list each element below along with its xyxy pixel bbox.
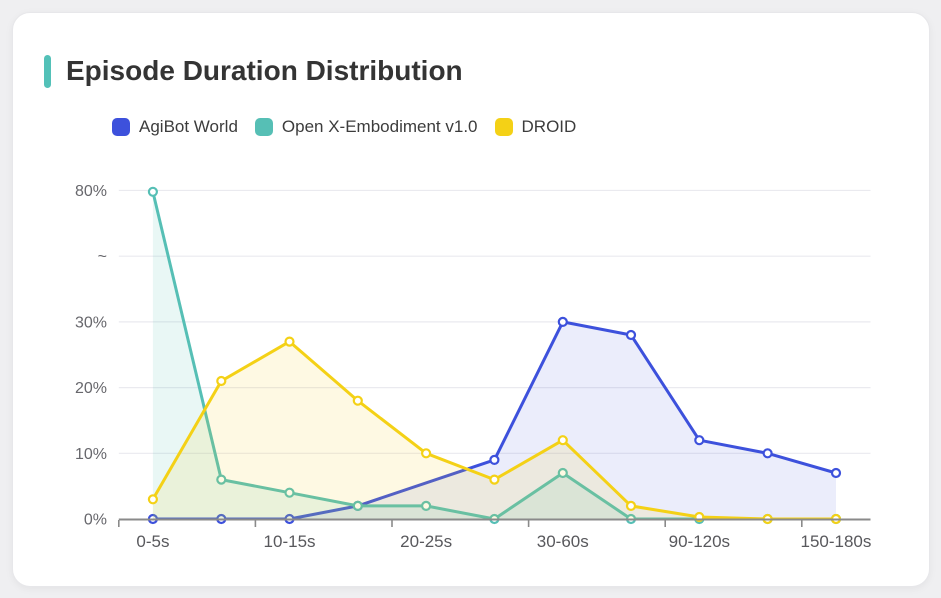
data-point-open-x-embodiment-v1-0-2[interactable] — [284, 487, 295, 498]
x-tick-label: 0-5s — [136, 532, 169, 551]
y-tick-label: ~ — [98, 249, 107, 266]
y-tick-label: 80% — [75, 183, 107, 200]
y-tick-label: 20% — [75, 380, 107, 397]
legend-item-droid[interactable]: DROID — [494, 117, 577, 136]
x-axis-labels: 0-5s 10-15s 20-25s 30-60s 90-120s 150-180s — [136, 532, 871, 551]
data-point-open-x-embodiment-v1-0-1[interactable] — [216, 474, 227, 485]
legend-item-label: Open X-Embodiment v1.0 — [281, 117, 478, 136]
legend-item-label: AgiBot World — [139, 117, 238, 136]
data-point-droid-1[interactable] — [216, 375, 227, 387]
data-point-open-x-embodiment-v1-0-6[interactable] — [557, 467, 568, 479]
data-point-open-x-embodiment-v1-0-4[interactable] — [421, 500, 432, 511]
data-point-open-x-embodiment-v1-0-3[interactable] — [352, 500, 363, 511]
data-point-droid-2[interactable] — [284, 336, 295, 347]
chart-card — [12, 12, 930, 587]
data-point-agibot-world-6[interactable] — [557, 316, 568, 327]
y-tick-label: 30% — [75, 314, 107, 331]
y-tick-label: 0% — [84, 512, 107, 529]
data-point-droid-6[interactable] — [557, 435, 568, 446]
x-axis — [118, 518, 871, 527]
data-point-agibot-world-7[interactable] — [625, 329, 637, 341]
data-point-agibot-world-10[interactable] — [830, 467, 842, 479]
legend: AgiBot World Open X-Embodiment v1.0 DROID — [112, 117, 576, 136]
x-tick-label: 20-25s — [400, 532, 452, 551]
data-point-agibot-world-5[interactable] — [489, 454, 500, 465]
legend-item-open-x-embodiment-v1-0[interactable]: Open X-Embodiment v1.0 — [254, 117, 478, 136]
series-area-droid — [152, 341, 836, 519]
x-tick-label: 90-120s — [669, 532, 730, 551]
legend-item-label: DROID — [521, 117, 577, 136]
data-point-open-x-embodiment-v1-0-0[interactable] — [147, 186, 158, 197]
y-tick-label: 10% — [75, 446, 107, 463]
x-tick-label: 30-60s — [537, 532, 589, 551]
x-tick-label: 10-15s — [264, 532, 316, 551]
legend-swatch-icon — [494, 117, 513, 136]
data-point-droid-4[interactable] — [421, 448, 432, 459]
series-area-open-x-embodiment-v1-0 — [152, 191, 836, 520]
title-row: Episode Duration Distribution — [44, 54, 463, 88]
x-tick-label: 150-180s — [801, 532, 872, 551]
data-point-droid-7[interactable] — [625, 500, 637, 511]
legend-swatch-icon — [112, 117, 130, 136]
legend-item-agibot-world[interactable]: AgiBot World — [112, 117, 238, 136]
gridlines — [118, 189, 871, 454]
data-point-agibot-world-8[interactable] — [694, 435, 705, 446]
page-title: Episode Duration Distribution — [66, 55, 463, 86]
series-group — [147, 186, 842, 525]
data-point-agibot-world-9[interactable] — [762, 448, 773, 459]
data-point-droid-3[interactable] — [352, 395, 363, 406]
title-accent-bar-icon — [44, 54, 51, 88]
data-point-droid-5[interactable] — [489, 474, 500, 485]
series-area-agibot-world — [152, 321, 836, 519]
y-axis-labels: 0% 10% 20% 30% ~80% — [75, 183, 107, 529]
data-point-droid-0[interactable] — [147, 494, 158, 505]
legend-swatch-icon — [254, 117, 273, 136]
